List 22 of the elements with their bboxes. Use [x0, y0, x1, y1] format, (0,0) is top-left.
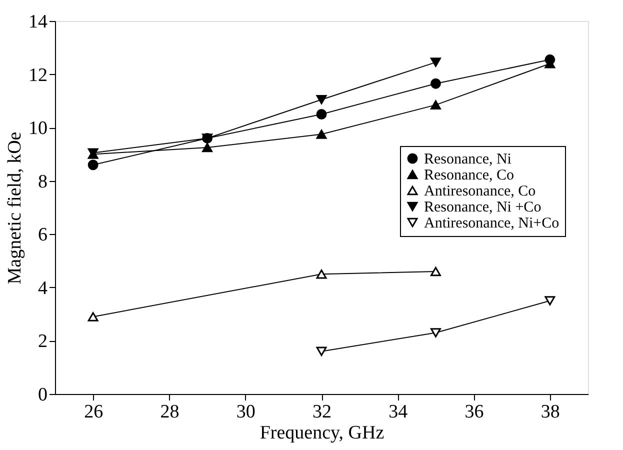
y-tick-label: 0 [38, 384, 48, 406]
legend-label: Resonance, Ni +Co [424, 200, 542, 216]
x-tick-label: 32 [312, 402, 332, 422]
x-tick-label: 34 [388, 402, 408, 422]
y-tick-label: 10 [28, 118, 48, 140]
y-tick-label: 8 [38, 171, 48, 192]
x-tick-label: 26 [84, 402, 104, 422]
y-tick-label: 12 [28, 64, 48, 86]
y-axis-title: Magnetic field, kOe [4, 132, 26, 284]
x-tick-label: 30 [236, 402, 256, 422]
x-axis-title: Frequency, GHz [260, 422, 384, 444]
legend-label: Resonance, Ni [424, 152, 512, 168]
y-tick-label: 4 [38, 278, 48, 299]
x-tick-label: 38 [540, 402, 560, 422]
y-tick-label: 2 [38, 331, 48, 352]
y-tick-label: 6 [38, 224, 48, 246]
y-tick-label: 14 [28, 12, 48, 32]
legend-label: Antiresonance, Ni+Co [424, 216, 560, 232]
legend-label: Antiresonance, Co [424, 184, 536, 200]
x-tick-label: 36 [464, 402, 484, 422]
legend-label: Resonance, Co [424, 168, 514, 184]
x-tick-label: 28 [160, 402, 180, 422]
